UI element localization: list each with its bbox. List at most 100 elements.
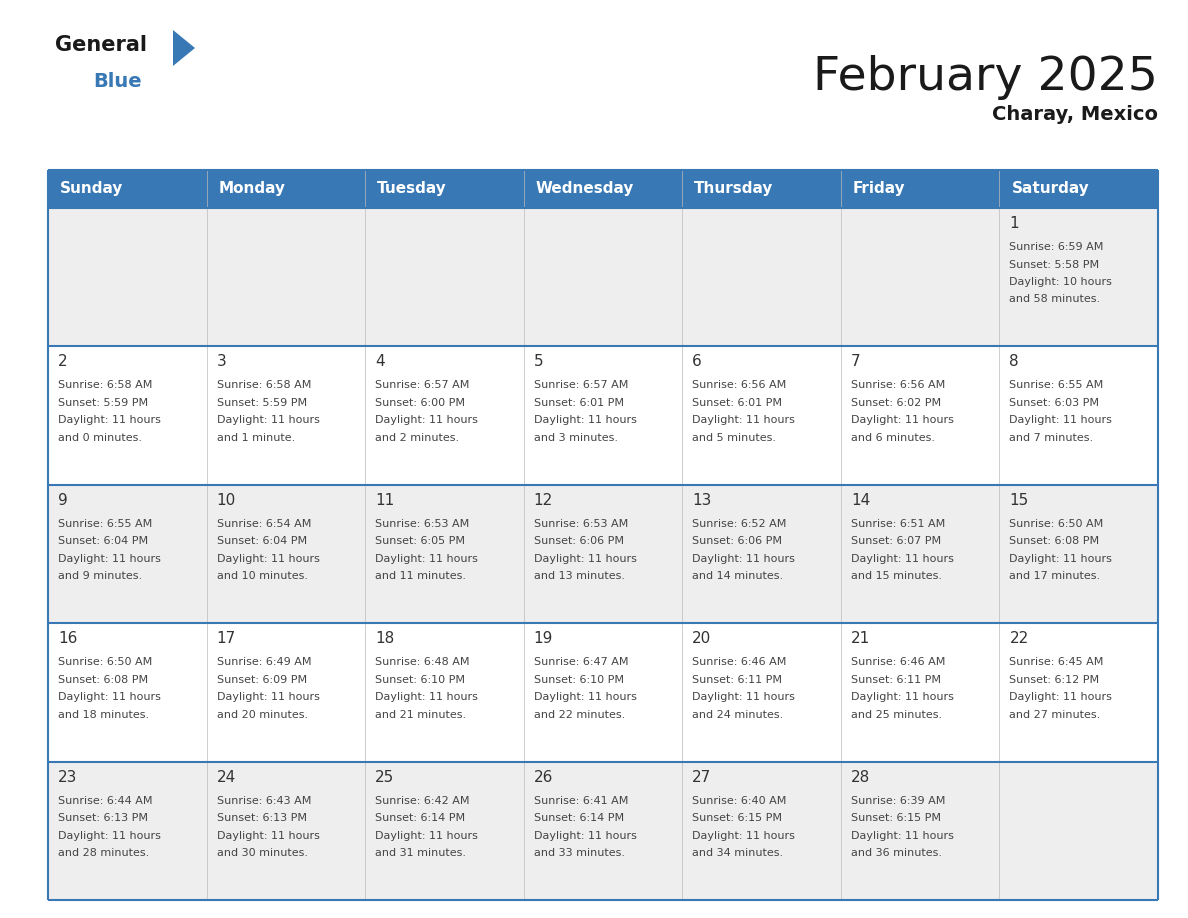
- Text: 3: 3: [216, 354, 227, 369]
- Text: 15: 15: [1010, 493, 1029, 508]
- Text: Sunrise: 6:57 AM: Sunrise: 6:57 AM: [533, 380, 628, 390]
- Text: 20: 20: [693, 632, 712, 646]
- Text: Daylight: 11 hours: Daylight: 11 hours: [58, 554, 160, 564]
- Text: Sunrise: 6:58 AM: Sunrise: 6:58 AM: [58, 380, 152, 390]
- Text: and 15 minutes.: and 15 minutes.: [851, 571, 942, 581]
- Text: and 17 minutes.: and 17 minutes.: [1010, 571, 1100, 581]
- Text: and 58 minutes.: and 58 minutes.: [1010, 295, 1100, 305]
- Bar: [48, 623, 1158, 762]
- Text: Sunset: 6:01 PM: Sunset: 6:01 PM: [533, 397, 624, 408]
- Bar: [48, 762, 1158, 900]
- Text: Sunset: 6:03 PM: Sunset: 6:03 PM: [1010, 397, 1099, 408]
- Text: Tuesday: Tuesday: [377, 182, 447, 196]
- Text: Sunrise: 6:55 AM: Sunrise: 6:55 AM: [58, 519, 152, 529]
- Text: Sunset: 6:09 PM: Sunset: 6:09 PM: [216, 675, 307, 685]
- Text: and 13 minutes.: and 13 minutes.: [533, 571, 625, 581]
- Text: 22: 22: [1010, 632, 1029, 646]
- Text: and 30 minutes.: and 30 minutes.: [216, 848, 308, 858]
- Text: and 1 minute.: and 1 minute.: [216, 433, 295, 442]
- Text: 9: 9: [58, 493, 68, 508]
- Text: Sunrise: 6:50 AM: Sunrise: 6:50 AM: [1010, 519, 1104, 529]
- Text: 27: 27: [693, 769, 712, 785]
- Text: Sunset: 6:00 PM: Sunset: 6:00 PM: [375, 397, 466, 408]
- Text: Daylight: 11 hours: Daylight: 11 hours: [216, 416, 320, 425]
- Text: 16: 16: [58, 632, 77, 646]
- Text: 5: 5: [533, 354, 543, 369]
- Text: Daylight: 11 hours: Daylight: 11 hours: [851, 416, 954, 425]
- Text: Sunrise: 6:53 AM: Sunrise: 6:53 AM: [533, 519, 628, 529]
- Text: Sunrise: 6:46 AM: Sunrise: 6:46 AM: [693, 657, 786, 667]
- Text: Friday: Friday: [853, 182, 905, 196]
- Text: Daylight: 11 hours: Daylight: 11 hours: [851, 831, 954, 841]
- Text: Daylight: 11 hours: Daylight: 11 hours: [533, 831, 637, 841]
- Text: Sunset: 5:58 PM: Sunset: 5:58 PM: [1010, 260, 1100, 270]
- Text: and 27 minutes.: and 27 minutes.: [1010, 710, 1100, 720]
- Text: Sunday: Sunday: [61, 182, 124, 196]
- Text: 8: 8: [1010, 354, 1019, 369]
- Text: General: General: [55, 35, 147, 55]
- Text: Daylight: 11 hours: Daylight: 11 hours: [533, 692, 637, 702]
- Text: Daylight: 11 hours: Daylight: 11 hours: [375, 416, 478, 425]
- Text: Daylight: 11 hours: Daylight: 11 hours: [693, 831, 795, 841]
- Text: Daylight: 11 hours: Daylight: 11 hours: [851, 692, 954, 702]
- Text: and 2 minutes.: and 2 minutes.: [375, 433, 460, 442]
- Text: 23: 23: [58, 769, 77, 785]
- Text: Thursday: Thursday: [694, 182, 773, 196]
- Text: Daylight: 11 hours: Daylight: 11 hours: [216, 831, 320, 841]
- Text: 26: 26: [533, 769, 554, 785]
- Text: Daylight: 11 hours: Daylight: 11 hours: [533, 416, 637, 425]
- Text: and 3 minutes.: and 3 minutes.: [533, 433, 618, 442]
- Text: Sunset: 6:15 PM: Sunset: 6:15 PM: [693, 813, 782, 823]
- Text: and 14 minutes.: and 14 minutes.: [693, 571, 783, 581]
- Text: 11: 11: [375, 493, 394, 508]
- Text: Sunset: 6:04 PM: Sunset: 6:04 PM: [216, 536, 307, 546]
- Text: Daylight: 11 hours: Daylight: 11 hours: [693, 554, 795, 564]
- Text: 7: 7: [851, 354, 860, 369]
- Text: Sunrise: 6:54 AM: Sunrise: 6:54 AM: [216, 519, 311, 529]
- Text: Daylight: 11 hours: Daylight: 11 hours: [375, 831, 478, 841]
- Text: Sunrise: 6:48 AM: Sunrise: 6:48 AM: [375, 657, 469, 667]
- Bar: [48, 346, 1158, 485]
- Text: and 10 minutes.: and 10 minutes.: [216, 571, 308, 581]
- Text: Sunrise: 6:41 AM: Sunrise: 6:41 AM: [533, 796, 628, 806]
- Bar: [48, 485, 1158, 623]
- Text: and 0 minutes.: and 0 minutes.: [58, 433, 143, 442]
- Text: Sunset: 6:06 PM: Sunset: 6:06 PM: [693, 536, 782, 546]
- Text: Sunrise: 6:42 AM: Sunrise: 6:42 AM: [375, 796, 469, 806]
- Text: Daylight: 11 hours: Daylight: 11 hours: [1010, 692, 1112, 702]
- Text: Sunset: 6:06 PM: Sunset: 6:06 PM: [533, 536, 624, 546]
- Text: Sunset: 6:15 PM: Sunset: 6:15 PM: [851, 813, 941, 823]
- Text: Sunrise: 6:58 AM: Sunrise: 6:58 AM: [216, 380, 311, 390]
- Text: Daylight: 10 hours: Daylight: 10 hours: [1010, 277, 1112, 287]
- Text: Daylight: 11 hours: Daylight: 11 hours: [216, 692, 320, 702]
- Text: Daylight: 11 hours: Daylight: 11 hours: [1010, 554, 1112, 564]
- Text: 13: 13: [693, 493, 712, 508]
- Text: Sunrise: 6:49 AM: Sunrise: 6:49 AM: [216, 657, 311, 667]
- Text: Daylight: 11 hours: Daylight: 11 hours: [58, 416, 160, 425]
- Text: Sunrise: 6:55 AM: Sunrise: 6:55 AM: [1010, 380, 1104, 390]
- Text: 18: 18: [375, 632, 394, 646]
- Text: Sunset: 6:13 PM: Sunset: 6:13 PM: [58, 813, 148, 823]
- Text: Sunset: 5:59 PM: Sunset: 5:59 PM: [216, 397, 307, 408]
- Text: February 2025: February 2025: [813, 55, 1158, 100]
- Text: Daylight: 11 hours: Daylight: 11 hours: [851, 554, 954, 564]
- Text: Sunrise: 6:46 AM: Sunrise: 6:46 AM: [851, 657, 946, 667]
- Text: and 5 minutes.: and 5 minutes.: [693, 433, 776, 442]
- Text: Monday: Monday: [219, 182, 285, 196]
- Text: and 36 minutes.: and 36 minutes.: [851, 848, 942, 858]
- Polygon shape: [173, 30, 195, 66]
- Text: and 6 minutes.: and 6 minutes.: [851, 433, 935, 442]
- Text: 2: 2: [58, 354, 68, 369]
- Text: Sunrise: 6:53 AM: Sunrise: 6:53 AM: [375, 519, 469, 529]
- Text: and 21 minutes.: and 21 minutes.: [375, 710, 466, 720]
- Text: and 24 minutes.: and 24 minutes.: [693, 710, 784, 720]
- Text: Sunset: 6:10 PM: Sunset: 6:10 PM: [375, 675, 466, 685]
- Text: and 18 minutes.: and 18 minutes.: [58, 710, 150, 720]
- Text: Daylight: 11 hours: Daylight: 11 hours: [58, 831, 160, 841]
- Text: Daylight: 11 hours: Daylight: 11 hours: [58, 692, 160, 702]
- Text: Sunrise: 6:40 AM: Sunrise: 6:40 AM: [693, 796, 786, 806]
- Text: Daylight: 11 hours: Daylight: 11 hours: [693, 416, 795, 425]
- Bar: [48, 170, 1158, 208]
- Text: Daylight: 11 hours: Daylight: 11 hours: [375, 692, 478, 702]
- Text: Daylight: 11 hours: Daylight: 11 hours: [693, 692, 795, 702]
